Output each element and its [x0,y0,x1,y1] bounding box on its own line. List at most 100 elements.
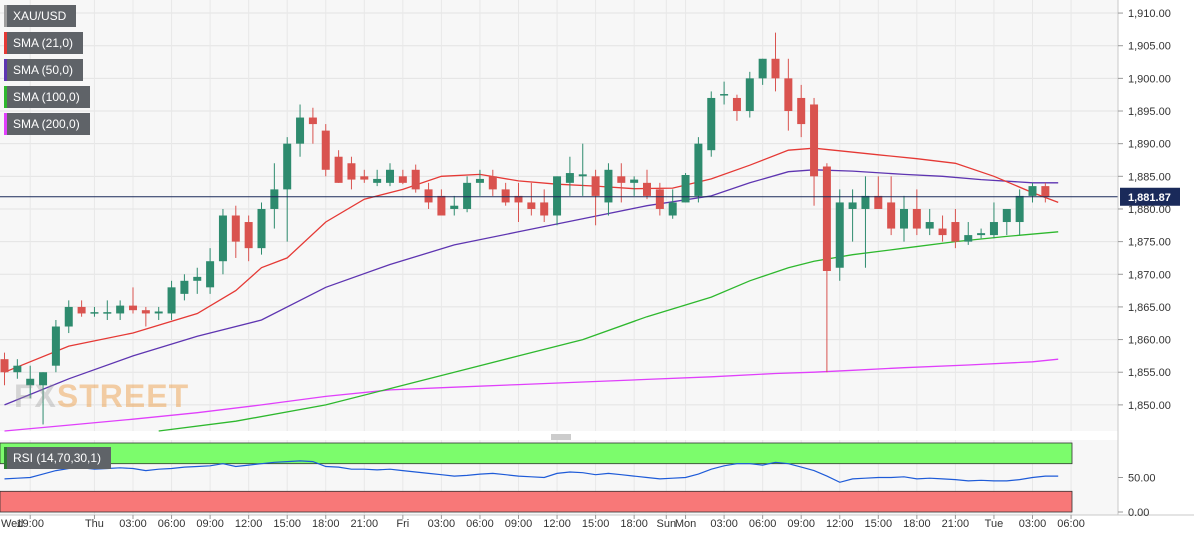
candle [206,248,215,294]
rsi-oversold-band [0,490,1073,513]
candle-body [1015,195,1024,223]
candle-body [77,306,86,314]
x-tick-label: 03:00 [710,518,738,530]
candle [90,306,99,317]
candle-body [347,163,356,180]
candle [231,205,240,258]
candle [450,195,459,216]
candle-body [129,305,137,311]
x-tick-label: 19:00 [16,518,44,530]
candle [694,137,703,203]
candle-body [591,176,600,196]
price-axis[interactable]: 1,910.00 1,905.00 1,900.00 1,895.00 1,890.00… [1118,8,1171,412]
candle [141,306,150,327]
x-tick-label: 03:00 [119,518,147,530]
candle-body [771,58,780,79]
candle [244,215,253,262]
candle [540,189,549,223]
candle-body [270,189,279,209]
candle [732,94,741,121]
candle [1041,182,1050,203]
candle [951,208,960,249]
candle-body [398,176,407,183]
candle-body [231,215,240,242]
candle-body [13,365,22,373]
candle-body [681,175,690,203]
candle [630,176,639,196]
legend-item-sma50[interactable]: SMA (50,0) [4,59,84,81]
candle [270,163,279,229]
candle-body [810,104,819,177]
candle [360,169,369,183]
candle-body [437,195,446,216]
candle-body [925,222,934,229]
y-tick-label: 1,905.00 [1128,41,1171,53]
candle-body [784,78,793,112]
candles [0,32,1050,425]
x-tick-label: 15:00 [273,518,301,530]
candle [386,163,394,187]
candle-body [39,372,48,386]
rsi-tick-label: 0.00 [1128,507,1149,519]
y-tick-label: 1,890.00 [1128,139,1171,151]
candle-body [26,378,35,386]
candle-body [655,189,664,209]
rsi-line-group [4,460,1059,483]
y-tick-label: 1,910.00 [1128,8,1171,20]
candle-body [360,176,369,180]
candle-body [154,311,163,314]
candle-body [848,202,857,209]
x-tick-label: Sun [656,518,676,530]
candle [501,182,510,206]
candle-body [668,202,677,216]
candle-body [874,195,883,209]
candle-body [758,58,767,79]
candle-body [527,202,536,209]
candle-body [565,173,574,183]
candle [488,169,497,196]
x-tick-label: 21:00 [942,518,970,530]
sma50-line [4,169,1059,406]
pane-resize-handle[interactable] [551,434,571,440]
candle-body [463,182,472,209]
candle [848,189,857,242]
candle [167,280,176,320]
x-tick-label: 12:00 [826,518,854,530]
candle [810,97,819,206]
x-tick-label: 21:00 [351,518,379,530]
candle-body [488,176,497,190]
candle-body [51,326,60,366]
legend-item-sma100[interactable]: SMA (100,0) [4,86,90,108]
legend-item-sma200[interactable]: SMA (200,0) [4,113,90,135]
rsi-legend[interactable]: RSI (14,70,30,1) [4,447,112,469]
candle-body [694,143,703,196]
legend-item-xauusd[interactable]: XAU/USD [4,5,77,27]
candle [771,32,780,92]
candle-body [244,222,253,249]
candle [989,202,998,239]
y-tick-label: 1,870.00 [1128,269,1171,281]
candle-body [334,156,343,183]
candle-body [206,261,215,288]
candle-body [501,189,510,203]
rsi-axis[interactable]: 50.00 0.00 [1118,473,1156,520]
candle-body [167,287,176,314]
candle [938,215,947,242]
candle-body [540,202,549,216]
x-tick-label: Thu [85,518,104,530]
candle [784,58,793,131]
candle-body [887,202,896,229]
candle-body [116,305,125,314]
candle [308,107,317,144]
sma21-line [4,147,1059,373]
last-price-label: 1,881.87 [1128,192,1171,204]
candle [977,228,986,239]
candle [218,208,227,275]
y-tick-label: 1,855.00 [1128,367,1171,379]
candle-body [951,222,960,242]
x-tick-label: 06:00 [158,518,186,530]
legend-item-sma21[interactable]: SMA (21,0) [4,32,84,54]
candle [103,300,112,320]
